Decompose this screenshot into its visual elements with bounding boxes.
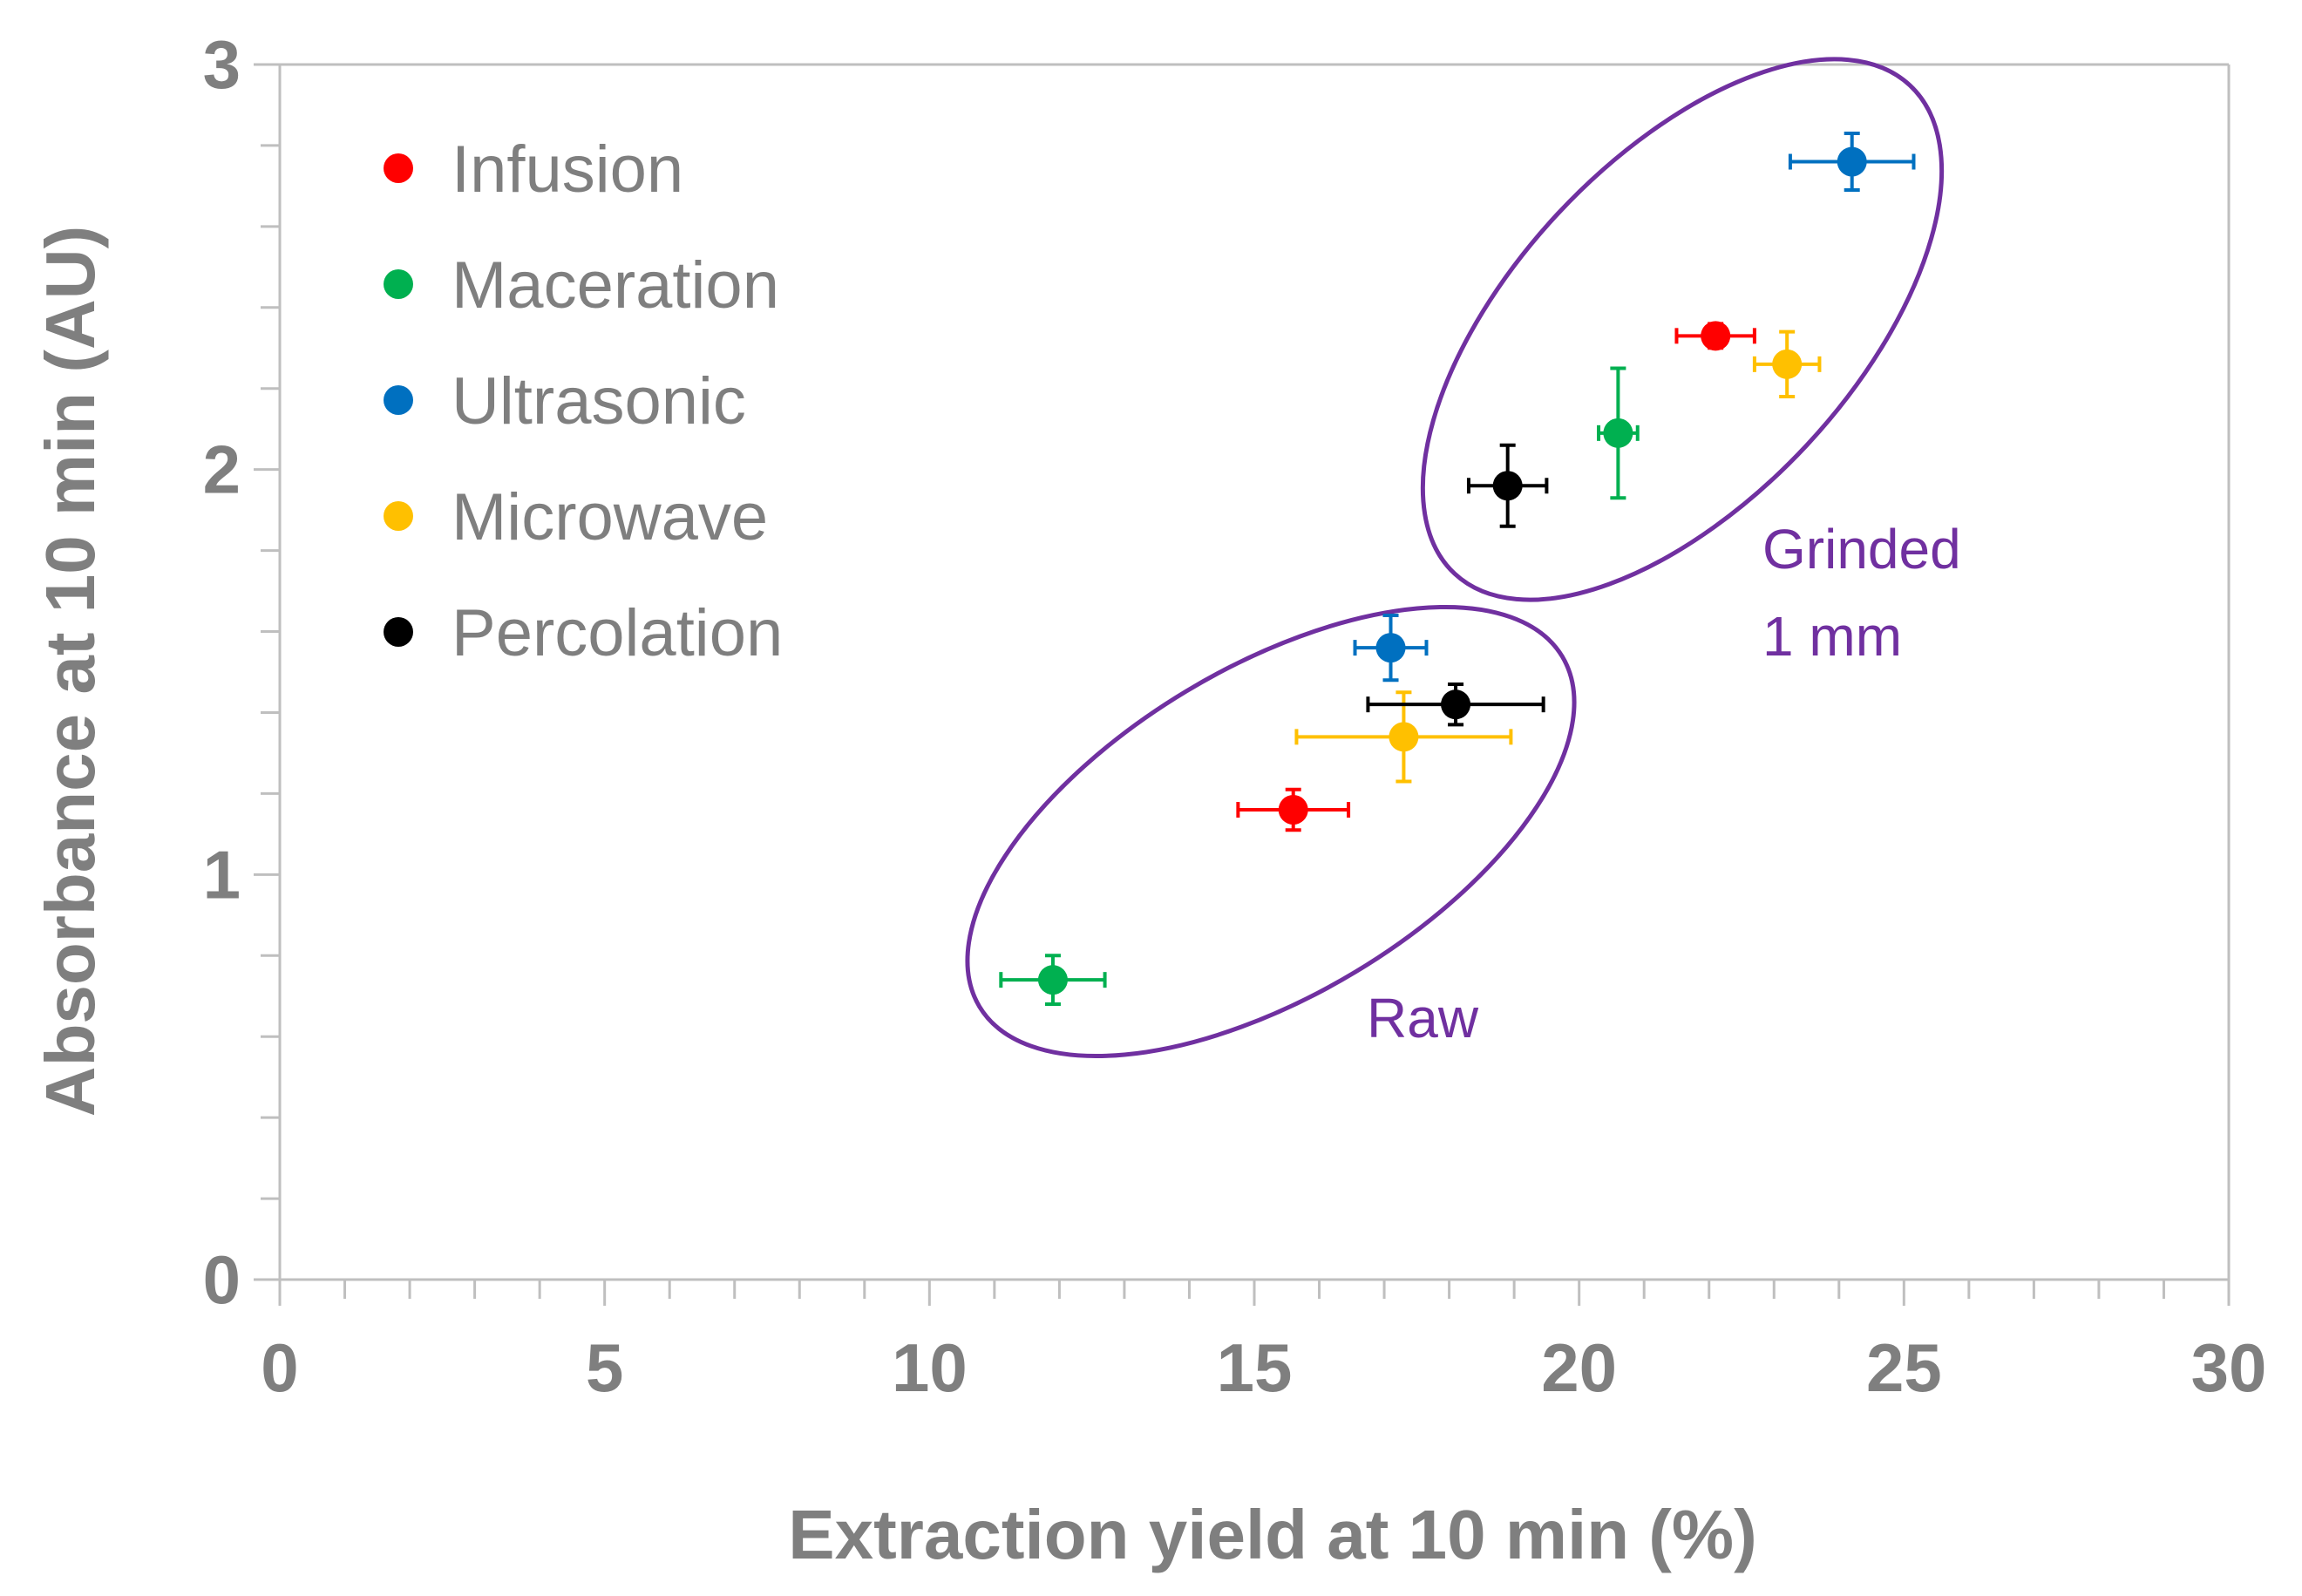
annotation-grinded: Grinded <box>1762 518 1961 581</box>
legend-item-microwave: Microwave <box>384 480 768 554</box>
legend-label: Microwave <box>452 480 768 554</box>
data-point-ultrasonic <box>1837 146 1867 177</box>
legend-label: Percolation <box>452 596 783 670</box>
annotation-raw: Raw <box>1367 987 1479 1049</box>
data-point-maceration <box>1037 965 1068 995</box>
grinded-group-ellipse <box>1420 57 1945 602</box>
annotation-1mm: 1 mm <box>1762 605 1902 668</box>
legend: Infusion Maceration Ultrasonic Microwave Per… <box>384 132 783 670</box>
data-point-infusion <box>1701 321 1731 351</box>
legend-marker <box>384 501 413 531</box>
y-tick-label: 3 <box>203 26 241 103</box>
x-tick-label: 30 <box>2191 1329 2267 1406</box>
legend-marker <box>384 153 413 183</box>
legend-marker <box>384 617 413 647</box>
x-tick-label: 20 <box>1541 1329 1617 1406</box>
y-axis-title: Absorbance at 10 min (AU) <box>31 226 109 1117</box>
data-point-infusion <box>1278 794 1308 825</box>
legend-label: Maceration <box>452 248 779 323</box>
legend-marker <box>384 385 413 415</box>
legend-marker <box>384 269 413 299</box>
y-tick-label: 1 <box>203 836 241 913</box>
data-points <box>999 131 1916 1007</box>
series-microwave <box>1294 329 1822 784</box>
x-axis-title: Extraction yield at 10 min (%) <box>788 1496 1756 1573</box>
legend-item-percolation: Percolation <box>384 596 783 670</box>
y-tick-label: 2 <box>203 431 241 508</box>
data-point-percolation <box>1441 689 1471 720</box>
legend-item-infusion: Infusion <box>384 132 683 207</box>
x-tick-label: 25 <box>1866 1329 1942 1406</box>
data-point-microwave <box>1389 722 1419 752</box>
x-tick-label: 15 <box>1217 1329 1293 1406</box>
legend-label: Infusion <box>452 132 683 207</box>
x-tick-label: 0 <box>261 1329 298 1406</box>
x-tick-label: 10 <box>892 1329 968 1406</box>
data-point-percolation <box>1492 471 1523 501</box>
data-point-maceration <box>1603 418 1633 448</box>
annotations: Raw Grinded 1 mm <box>1367 518 1961 1049</box>
legend-item-maceration: Maceration <box>384 248 779 323</box>
series-infusion <box>1236 321 1756 832</box>
legend-label: Ultrasonic <box>452 364 746 438</box>
y-tick-label: 0 <box>203 1241 241 1318</box>
legend-item-ultrasonic: Ultrasonic <box>384 364 746 438</box>
raw-group-ellipse <box>965 604 1577 1059</box>
axes: 0 5 10 15 20 25 30 0 1 2 3 <box>203 26 2267 1406</box>
data-point-microwave <box>1772 349 1803 379</box>
series-maceration <box>999 366 1640 1007</box>
data-point-ultrasonic <box>1375 633 1406 663</box>
x-tick-label: 5 <box>586 1329 623 1406</box>
series-percolation <box>1366 443 1549 727</box>
group-outlines <box>965 57 1945 1059</box>
series-ultrasonic <box>1353 131 1916 683</box>
